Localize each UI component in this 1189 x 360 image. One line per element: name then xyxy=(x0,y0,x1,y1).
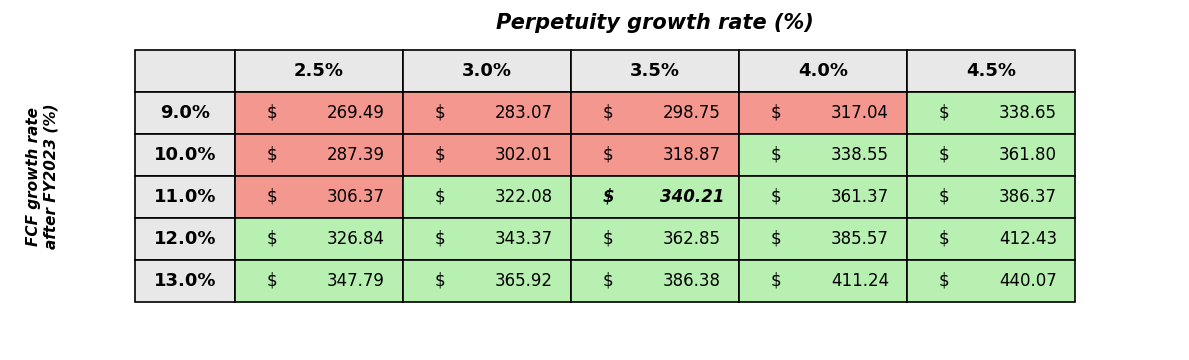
Text: 361.37: 361.37 xyxy=(831,188,889,206)
Text: $: $ xyxy=(266,272,277,290)
Text: 298.75: 298.75 xyxy=(663,104,721,122)
Text: 322.08: 322.08 xyxy=(495,188,553,206)
Bar xyxy=(403,176,571,218)
Bar xyxy=(403,260,571,302)
Bar xyxy=(740,134,907,176)
Bar xyxy=(136,134,235,176)
Bar xyxy=(235,50,403,92)
Text: $: $ xyxy=(603,146,614,164)
Text: 338.55: 338.55 xyxy=(831,146,889,164)
Text: $: $ xyxy=(266,146,277,164)
Bar xyxy=(740,260,907,302)
Text: 10.0%: 10.0% xyxy=(153,146,216,164)
Bar xyxy=(907,260,1075,302)
Text: $: $ xyxy=(770,146,781,164)
Text: 9.0%: 9.0% xyxy=(161,104,210,122)
Text: $: $ xyxy=(770,104,781,122)
Text: 440.07: 440.07 xyxy=(999,272,1057,290)
Bar xyxy=(571,176,740,218)
Text: 326.84: 326.84 xyxy=(327,230,385,248)
Text: $: $ xyxy=(938,272,949,290)
Text: 338.65: 338.65 xyxy=(999,104,1057,122)
Text: $: $ xyxy=(435,230,445,248)
Bar xyxy=(740,176,907,218)
Bar xyxy=(907,92,1075,134)
Bar xyxy=(571,50,740,92)
Bar xyxy=(403,218,571,260)
Text: 302.01: 302.01 xyxy=(495,146,553,164)
Text: 2.5%: 2.5% xyxy=(294,62,344,80)
Bar xyxy=(571,260,740,302)
Bar xyxy=(235,176,403,218)
Text: 386.37: 386.37 xyxy=(999,188,1057,206)
Bar xyxy=(740,218,907,260)
Text: 340.21: 340.21 xyxy=(660,188,724,206)
Text: 386.38: 386.38 xyxy=(663,272,721,290)
Bar xyxy=(740,50,907,92)
Bar xyxy=(136,92,235,134)
Text: 412.43: 412.43 xyxy=(999,230,1057,248)
Bar xyxy=(907,218,1075,260)
Bar xyxy=(136,50,235,92)
Text: 317.04: 317.04 xyxy=(831,104,889,122)
Text: $: $ xyxy=(770,230,781,248)
Text: $: $ xyxy=(435,146,445,164)
Text: $: $ xyxy=(266,188,277,206)
Bar xyxy=(571,218,740,260)
Text: $: $ xyxy=(938,104,949,122)
Text: $: $ xyxy=(603,272,614,290)
Text: 411.24: 411.24 xyxy=(831,272,889,290)
Bar xyxy=(907,176,1075,218)
Text: 318.87: 318.87 xyxy=(663,146,721,164)
Text: 3.5%: 3.5% xyxy=(630,62,680,80)
Text: $: $ xyxy=(938,230,949,248)
Bar xyxy=(571,134,740,176)
Bar xyxy=(740,92,907,134)
Text: 12.0%: 12.0% xyxy=(153,230,216,248)
Text: 269.49: 269.49 xyxy=(327,104,385,122)
Text: $: $ xyxy=(938,146,949,164)
Bar xyxy=(136,260,235,302)
Bar xyxy=(136,176,235,218)
Bar xyxy=(235,134,403,176)
Bar xyxy=(235,218,403,260)
Text: 3.0%: 3.0% xyxy=(463,62,512,80)
Bar xyxy=(907,134,1075,176)
Bar xyxy=(235,260,403,302)
Text: $: $ xyxy=(603,104,614,122)
Text: $: $ xyxy=(602,188,614,206)
Bar xyxy=(136,218,235,260)
Text: 385.57: 385.57 xyxy=(831,230,889,248)
Bar xyxy=(403,50,571,92)
Text: $: $ xyxy=(435,188,445,206)
Text: $: $ xyxy=(266,230,277,248)
Text: 362.85: 362.85 xyxy=(663,230,721,248)
Text: 361.80: 361.80 xyxy=(999,146,1057,164)
Bar xyxy=(907,50,1075,92)
Text: $: $ xyxy=(435,104,445,122)
Text: 13.0%: 13.0% xyxy=(153,272,216,290)
Text: $: $ xyxy=(435,272,445,290)
Text: 343.37: 343.37 xyxy=(495,230,553,248)
Text: 4.0%: 4.0% xyxy=(798,62,848,80)
Text: 4.5%: 4.5% xyxy=(965,62,1015,80)
Text: 347.79: 347.79 xyxy=(327,272,385,290)
Bar xyxy=(403,92,571,134)
Text: $: $ xyxy=(770,272,781,290)
Text: 306.37: 306.37 xyxy=(327,188,385,206)
Text: 11.0%: 11.0% xyxy=(153,188,216,206)
Text: $: $ xyxy=(266,104,277,122)
Bar xyxy=(235,92,403,134)
Text: 287.39: 287.39 xyxy=(327,146,385,164)
Bar xyxy=(403,134,571,176)
Text: 365.92: 365.92 xyxy=(495,272,553,290)
Text: FCF growth rate
after FY2023 (%): FCF growth rate after FY2023 (%) xyxy=(26,103,58,249)
Text: 283.07: 283.07 xyxy=(495,104,553,122)
Text: $: $ xyxy=(603,230,614,248)
Text: $: $ xyxy=(938,188,949,206)
Text: Perpetuity growth rate (%): Perpetuity growth rate (%) xyxy=(496,13,814,33)
Text: $: $ xyxy=(770,188,781,206)
Bar xyxy=(571,92,740,134)
